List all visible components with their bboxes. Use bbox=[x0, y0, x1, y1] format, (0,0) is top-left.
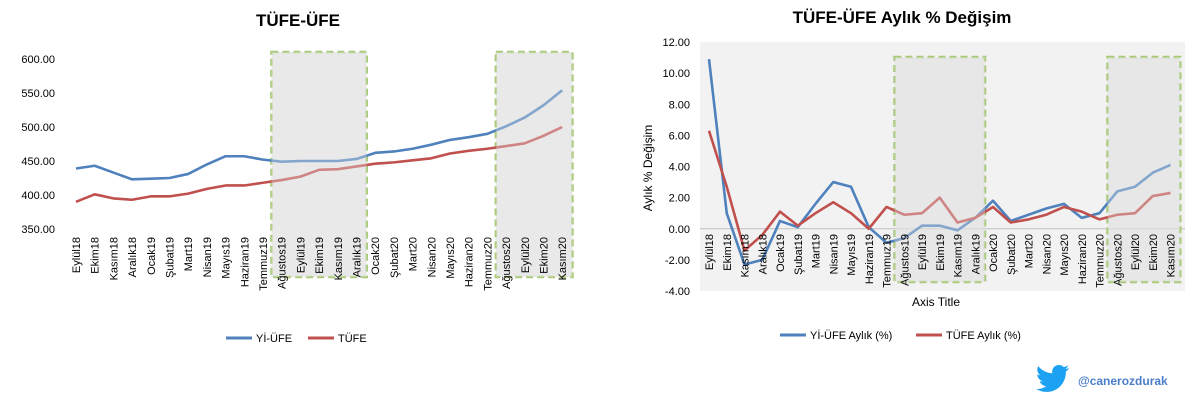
chart2-x-tick-label: Aralık19 bbox=[970, 234, 982, 274]
chart2-x-tick-label: Mart19 bbox=[811, 234, 823, 268]
chart1-x-tick-label: Şubat19 bbox=[165, 237, 177, 278]
chart1-legend: Yİ-ÜFE TÜFE bbox=[226, 332, 367, 345]
chart1-x-tick-label: Aralık19 bbox=[352, 237, 364, 277]
chart2-x-tick-label: Mart20 bbox=[1024, 234, 1036, 268]
chart1-y-tick-label: 450.00 bbox=[21, 156, 55, 168]
chart2-x-tick-label: Ekim20 bbox=[1148, 234, 1160, 271]
chart2-y-tick-label: 8.00 bbox=[669, 99, 690, 111]
chart1-x-tick-label: Ekim20 bbox=[539, 237, 551, 274]
chart2-y-tick-label: 0.00 bbox=[669, 224, 690, 236]
chart1-x-tick-label: Eylül19 bbox=[295, 237, 307, 273]
chart2-y-tick-label: 12.00 bbox=[662, 37, 690, 49]
chart2-x-tick-label: Ocak20 bbox=[988, 234, 1000, 272]
chart2-x-tick-label: Eylül20 bbox=[1130, 234, 1142, 270]
chart1-highlight-box bbox=[270, 50, 369, 279]
chart1-x-tick-label: Kasım20 bbox=[557, 237, 569, 280]
chart2-x-tick-label: Kasım20 bbox=[1166, 234, 1178, 277]
chart1-highlight-overlay bbox=[495, 52, 573, 277]
chart1-x-tick-label: Haziran19 bbox=[239, 237, 251, 287]
chart2-x-tick-label: Ocak19 bbox=[775, 234, 787, 272]
chart2-series-line-yiufe bbox=[707, 58, 1172, 266]
chart2-highlight-box bbox=[893, 55, 987, 284]
chart1-legend-label-yiufe: Yİ-ÜFE bbox=[256, 332, 292, 345]
chart2-x-tick-label: Temmuz20 bbox=[1095, 234, 1107, 288]
chart1-x-tick-label: Ocak20 bbox=[370, 237, 382, 275]
chart1-x-tick-label: Haziran20 bbox=[464, 237, 476, 287]
chart1-x-tick-label: Mayıs20 bbox=[445, 237, 457, 279]
chart2-y-tick-label: -2.00 bbox=[665, 255, 690, 267]
chart1-x-tick-label: Eylül20 bbox=[520, 237, 532, 273]
chart1-x-tick-label: Mart20 bbox=[408, 237, 420, 271]
chart2-x-tick-label: Kasım19 bbox=[953, 234, 965, 277]
chart2-x-tick-label: Haziran20 bbox=[1077, 234, 1089, 284]
twitter-bird-icon bbox=[1035, 364, 1070, 392]
chart1-x-tick-label: Kasım18 bbox=[108, 237, 120, 280]
chart2-x-tick-label: Haziran19 bbox=[864, 234, 876, 284]
chart1-legend-label-tufe: TÜFE bbox=[338, 333, 367, 345]
chart1-plot-area: 350.00 400.00 450.00 500.00 550.00 600.00 Eylü… bbox=[21, 50, 574, 291]
twitter-handle[interactable]: @canerozdurak bbox=[1078, 374, 1168, 388]
chart2-y-tick-label: 6.00 bbox=[669, 130, 690, 142]
chart2-x-tick-label: Mayıs20 bbox=[1059, 234, 1071, 276]
chart2-x-tick-label: Eylül19 bbox=[917, 234, 929, 270]
chart1-x-tick-label: Mart19 bbox=[183, 237, 195, 271]
chart1-x-tick-label: Ağustos20 bbox=[501, 237, 513, 289]
chart2-y-tick-label: -4.00 bbox=[665, 286, 690, 298]
chart2-x-tick-label: Mayıs19 bbox=[846, 234, 858, 276]
chart2-x-tick-label: Şubat19 bbox=[793, 234, 805, 275]
chart2-plot-background bbox=[700, 42, 1185, 291]
chart1-highlight-overlay bbox=[271, 52, 367, 277]
chart2-x-tick-label: Kasım18 bbox=[740, 234, 752, 277]
twitter-watermark[interactable]: @canerozdurak bbox=[1035, 364, 1168, 392]
chart1-series-line-yiufe bbox=[75, 89, 564, 181]
chart1-series-line-tufe bbox=[75, 125, 563, 204]
chart1-y-tick-label: 600.00 bbox=[21, 54, 55, 66]
chart2-y-tick-label: 10.00 bbox=[662, 68, 690, 80]
chart1-x-tick-label: Ekim18 bbox=[90, 237, 102, 274]
chart2-y-tick-label: 4.00 bbox=[669, 162, 690, 174]
chart1-y-tick-label: 350.00 bbox=[21, 224, 55, 236]
chart1-title: TÜFE-ÜFE bbox=[256, 11, 340, 30]
chart1-x-tick-label: Kasım19 bbox=[333, 237, 345, 280]
chart2-x-tick-label: Ağustos19 bbox=[899, 234, 911, 286]
chart2-plot-area: -4.00 -2.00 0.00 2.00 4.00 6.00 8.00 10.00 12.00… bbox=[662, 37, 1185, 298]
chart2-x-tick-label: Ağustos20 bbox=[1112, 234, 1124, 286]
chart2-y-tick-label: 2.00 bbox=[669, 193, 690, 205]
chart2-highlight-overlay bbox=[894, 57, 986, 282]
chart2-series-line-tufe bbox=[707, 130, 1171, 252]
chart1-highlight-box bbox=[494, 50, 574, 279]
chart1-y-tick-label: 400.00 bbox=[21, 190, 55, 202]
chart1-x-tick-label: Ocak19 bbox=[146, 237, 158, 275]
chart2-legend-label-tufe: TÜFE Aylık (%) bbox=[946, 330, 1021, 342]
chart2-x-tick-label: Nisan19 bbox=[828, 234, 840, 274]
chart1-x-tick-label: Ağustos19 bbox=[277, 237, 289, 289]
chart2-x-axis-title: Axis Title bbox=[912, 295, 960, 309]
chart1-x-tick-label: Temmuz20 bbox=[482, 237, 494, 291]
chart2-x-tick-label: Ekim18 bbox=[722, 234, 734, 271]
chart1-x-tick-label: Ekim19 bbox=[314, 237, 326, 274]
chart2-x-tick-label: Ekim19 bbox=[935, 234, 947, 271]
chart1-x-tick-label: Nisan20 bbox=[426, 237, 438, 277]
chart1-x-tick-label: Mayıs19 bbox=[221, 237, 233, 279]
chart2-legend-label-yiufe: Yİ-ÜFE Aylık (%) bbox=[810, 329, 892, 342]
chart1-x-tick-label: Temmuz19 bbox=[258, 237, 270, 291]
chart1-y-tick-label: 550.00 bbox=[21, 88, 55, 100]
chart2-highlight-box bbox=[1106, 55, 1182, 284]
chart1-x-tick-label: Eylül18 bbox=[71, 237, 83, 273]
chart2-x-tick-label: Şubat20 bbox=[1006, 234, 1018, 275]
chart2-title: TÜFE-ÜFE Aylık % Değişim bbox=[793, 8, 1012, 27]
chart1-x-tick-label: Şubat20 bbox=[389, 237, 401, 278]
chart2-x-tick-label: Aralık18 bbox=[757, 234, 769, 274]
chart1-y-tick-label: 500.00 bbox=[21, 122, 55, 134]
chart2-highlight-overlay bbox=[1107, 57, 1181, 282]
chart2-x-tick-label: Eylül18 bbox=[704, 234, 716, 270]
chart2-y-axis-title: Aylık % Değişim bbox=[641, 125, 655, 211]
chart2-legend: Yİ-ÜFE Aylık (%) TÜFE Aylık (%) bbox=[780, 329, 1021, 342]
chart1-x-tick-label: Nisan19 bbox=[202, 237, 214, 277]
chart1-x-tick-label: Aralık18 bbox=[127, 237, 139, 277]
chart2-x-tick-label: Temmuz19 bbox=[882, 234, 894, 288]
chart2-x-tick-label: Nisan20 bbox=[1041, 234, 1053, 274]
